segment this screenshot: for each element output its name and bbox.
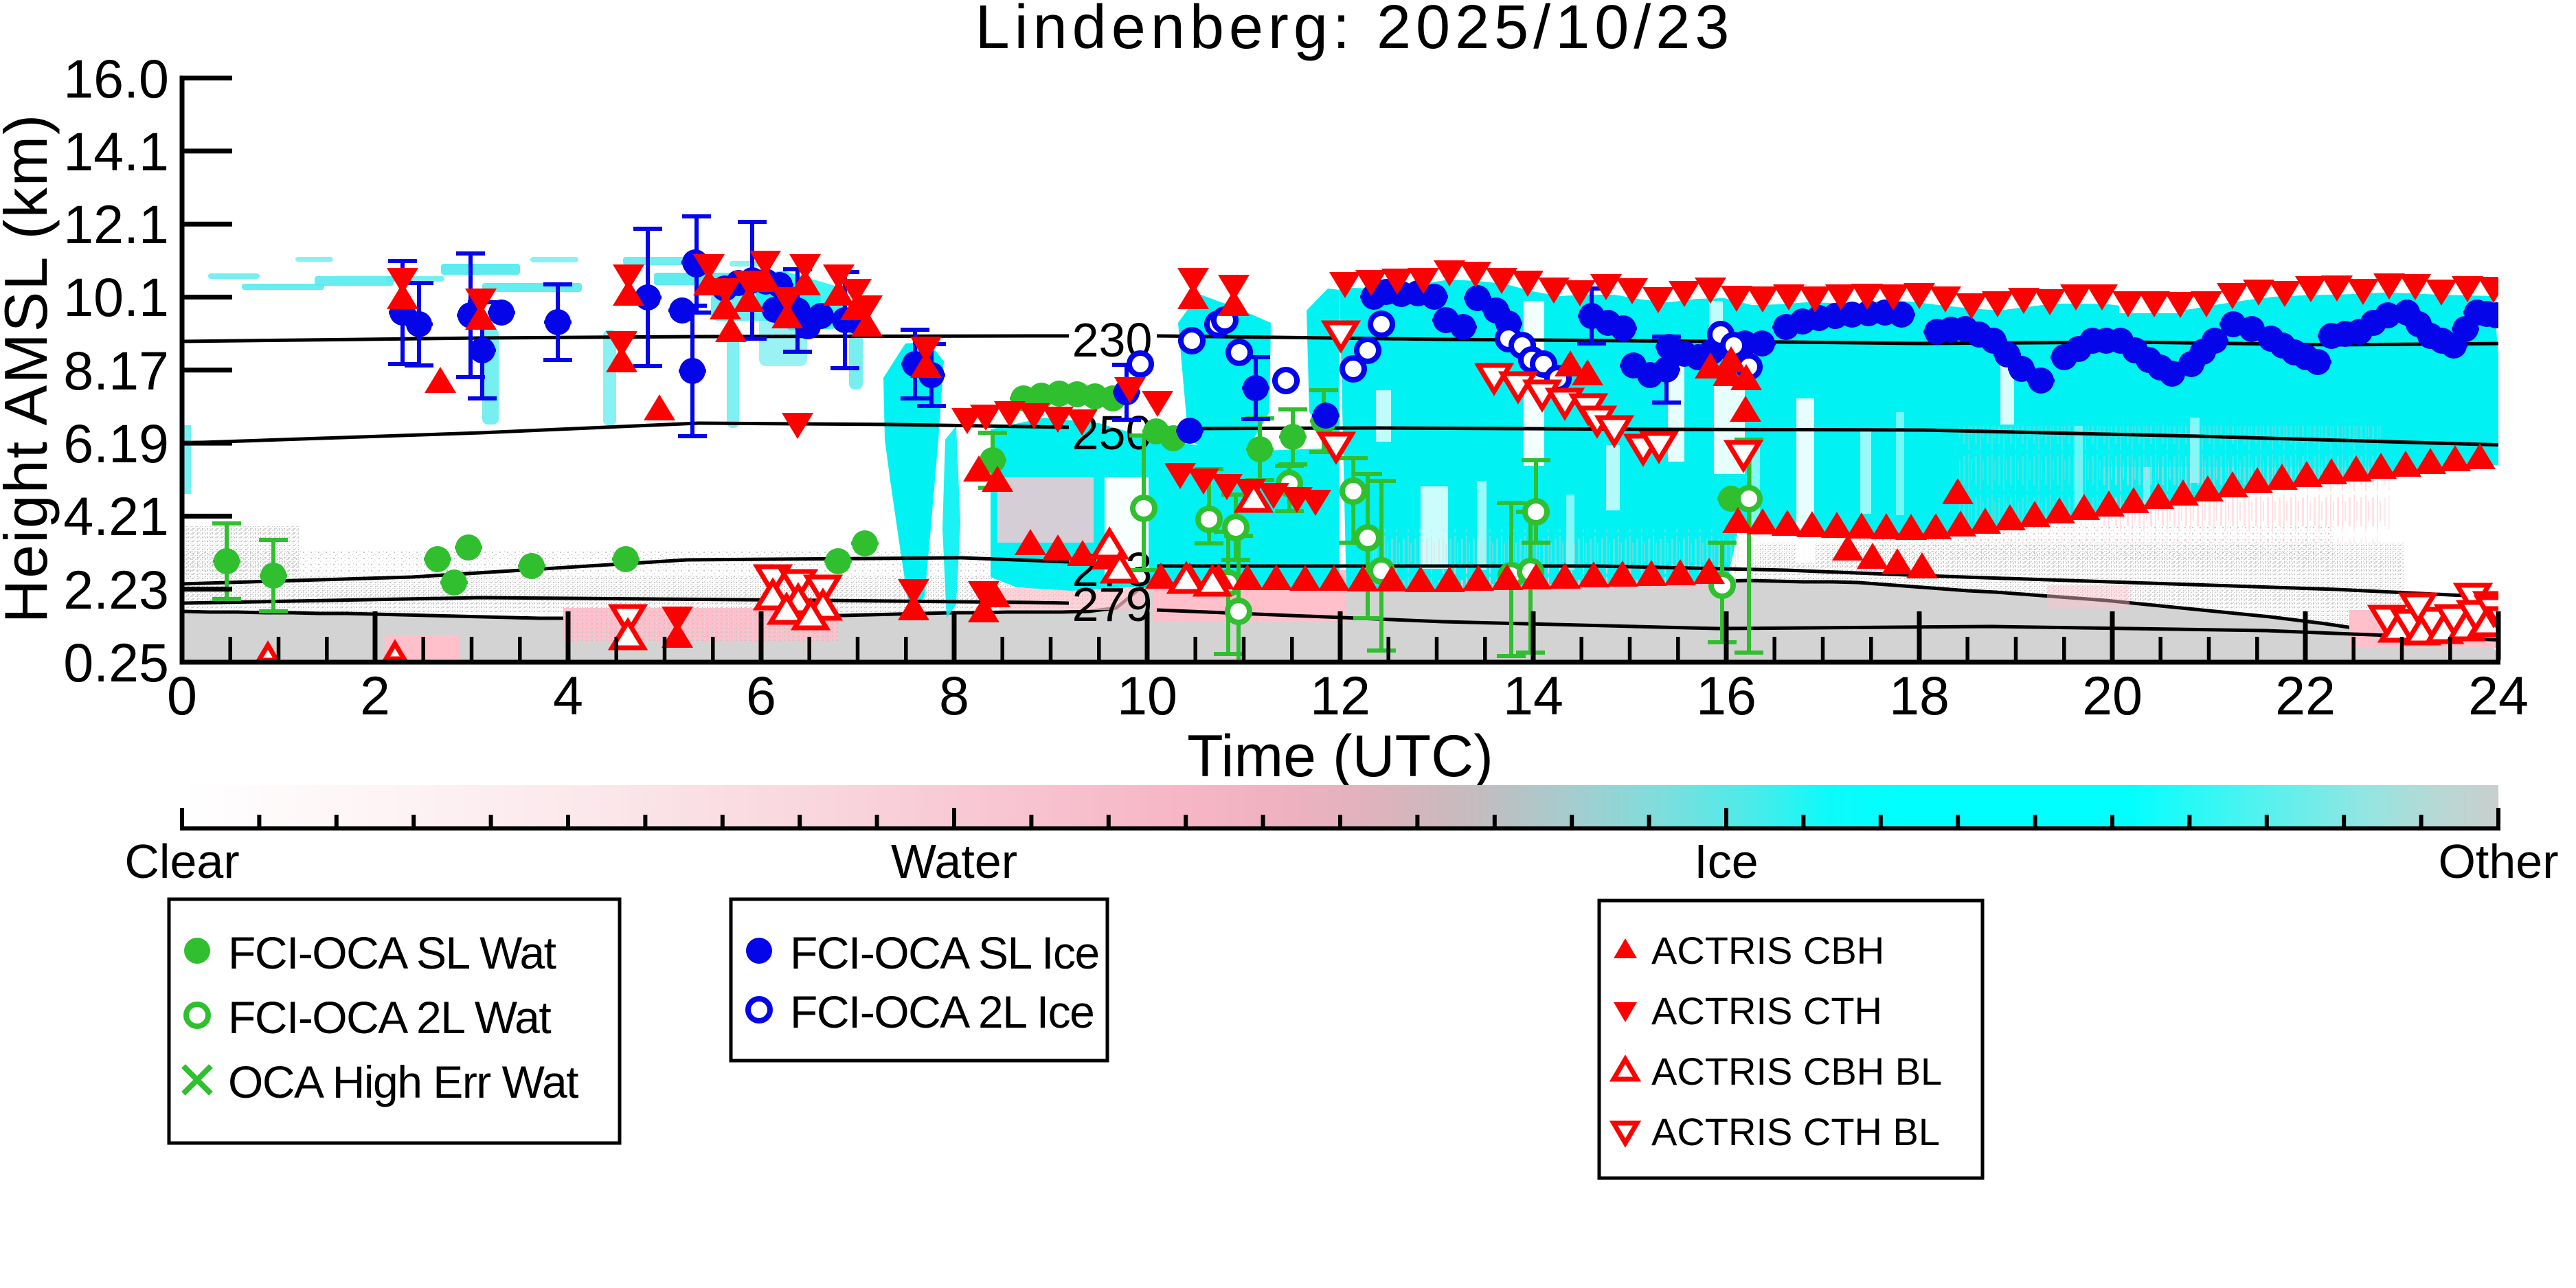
svg-text:8: 8 <box>939 665 969 726</box>
svg-text:FCI-OCA SL Ice: FCI-OCA SL Ice <box>790 927 1099 978</box>
svg-text:Other: Other <box>2438 835 2558 888</box>
svg-text:Water: Water <box>891 835 1017 888</box>
svg-text:279: 279 <box>1072 578 1153 631</box>
svg-text:ACTRIS CBH BL: ACTRIS CBH BL <box>1651 1050 1942 1093</box>
svg-text:FCI-OCA 2L Wat: FCI-OCA 2L Wat <box>228 992 551 1043</box>
svg-text:ACTRIS CTH BL: ACTRIS CTH BL <box>1651 1110 1940 1153</box>
svg-text:2: 2 <box>360 665 390 726</box>
svg-text:16.0: 16.0 <box>63 48 169 109</box>
svg-text:Height AMSL (km): Height AMSL (km) <box>0 113 60 624</box>
svg-text:FCI-OCA 2L Ice: FCI-OCA 2L Ice <box>790 986 1094 1037</box>
svg-text:4: 4 <box>553 665 583 726</box>
svg-text:0.25: 0.25 <box>63 632 169 693</box>
svg-text:14.1: 14.1 <box>63 121 169 182</box>
svg-text:Time (UTC): Time (UTC) <box>1187 723 1493 789</box>
svg-text:Lindenberg: 2025/10/23: Lindenberg: 2025/10/23 <box>975 0 1735 62</box>
svg-text:2.23: 2.23 <box>63 559 169 620</box>
svg-text:24: 24 <box>2468 665 2529 726</box>
svg-text:10: 10 <box>1117 665 1177 726</box>
svg-text:4.21: 4.21 <box>63 486 169 547</box>
svg-text:14: 14 <box>1503 665 1563 726</box>
svg-text:6.19: 6.19 <box>63 413 169 474</box>
svg-text:12.1: 12.1 <box>63 194 169 255</box>
svg-text:12: 12 <box>1310 665 1370 726</box>
svg-text:16: 16 <box>1696 665 1756 726</box>
svg-text:ACTRIS CBH: ACTRIS CBH <box>1651 929 1884 972</box>
svg-text:8.17: 8.17 <box>63 340 169 401</box>
svg-text:FCI-OCA SL Wat: FCI-OCA SL Wat <box>228 927 556 978</box>
svg-text:10.1: 10.1 <box>63 267 169 328</box>
svg-text:0: 0 <box>167 665 197 726</box>
svg-text:Clear: Clear <box>124 835 239 888</box>
svg-text:20: 20 <box>2082 665 2143 726</box>
svg-text:22: 22 <box>2275 665 2336 726</box>
svg-text:6: 6 <box>746 665 776 726</box>
svg-text:ACTRIS CTH: ACTRIS CTH <box>1651 989 1882 1032</box>
svg-text:18: 18 <box>1889 665 1950 726</box>
svg-text:OCA High Err Wat: OCA High Err Wat <box>228 1057 578 1107</box>
svg-text:Ice: Ice <box>1694 835 1758 888</box>
